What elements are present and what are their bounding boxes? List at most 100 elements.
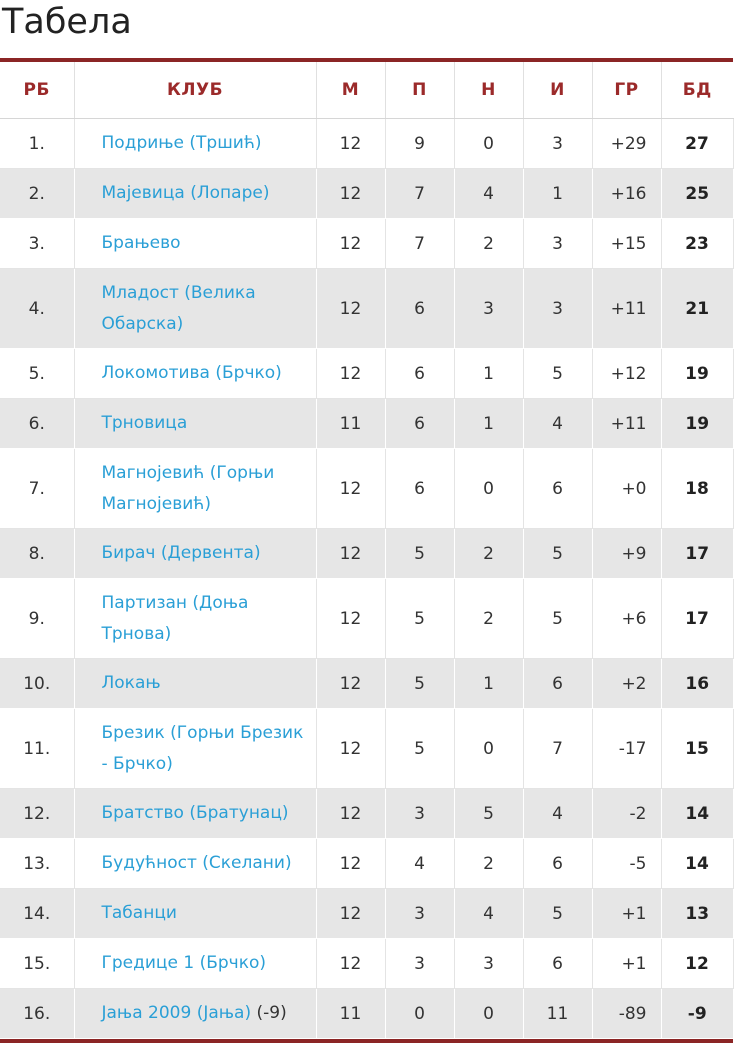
cell-draws: 2: [454, 528, 524, 579]
table-body: 1. Подриње (Тршић) 12 9 0 3 +29 27 2. Мајевица (Л…: [0, 118, 734, 1039]
club-link[interactable]: Будућност (Скелани): [101, 853, 292, 873]
cell-points: 15: [661, 708, 734, 789]
cell-points: 21: [661, 268, 733, 349]
cell-rank: 10.: [0, 658, 75, 709]
club-link[interactable]: Брањево: [101, 233, 181, 253]
cell-points: 17: [661, 578, 734, 659]
cell-draws: 3: [454, 938, 524, 989]
cell-rank: 11.: [0, 708, 75, 789]
cell-losses: 3: [523, 268, 593, 349]
cell-played: 11: [316, 988, 386, 1039]
cell-club: Брањево: [74, 218, 317, 269]
cell-draws: 2: [454, 838, 524, 889]
cell-club: Мајевица (Лопаре): [74, 168, 317, 219]
cell-played: 12: [316, 938, 386, 989]
cell-points: -9: [661, 988, 733, 1039]
cell-goal-difference: +6: [592, 578, 662, 659]
club-link[interactable]: Локањ: [101, 673, 161, 693]
club-link[interactable]: Брезик (Горњи Брезик - Брчко): [101, 722, 304, 774]
cell-goal-difference: -17: [592, 708, 662, 789]
club-link[interactable]: Гредице 1 (Брчко): [101, 953, 267, 973]
cell-draws: 2: [454, 218, 524, 269]
cell-played: 12: [316, 788, 386, 839]
page-title: Табела: [2, 2, 132, 42]
cell-rank: 5.: [0, 348, 75, 399]
table-row: 3. Брањево 12 7 2 3 +15 23: [0, 218, 734, 269]
cell-draws: 1: [454, 348, 524, 399]
cell-wins: 6: [385, 448, 455, 529]
cell-losses: 4: [523, 788, 593, 839]
club-link[interactable]: Бирач (Дервента): [101, 543, 261, 563]
cell-goal-difference: +1: [592, 938, 662, 989]
cell-draws: 0: [454, 118, 524, 169]
cell-goal-difference: +1: [592, 888, 662, 939]
cell-losses: 3: [523, 218, 593, 269]
cell-losses: 5: [523, 888, 593, 939]
cell-losses: 7: [523, 708, 593, 789]
cell-points: 12: [661, 938, 734, 989]
cell-club: Магнојевић (Горњи Магнојевић): [74, 448, 317, 529]
cell-club: Будућност (Скелани): [74, 838, 317, 889]
cell-club: Младост (Велика Обарска): [74, 268, 317, 349]
club-link[interactable]: Мајевица (Лопаре): [101, 183, 270, 203]
cell-wins: 7: [385, 168, 455, 219]
cell-played: 12: [316, 658, 386, 709]
club-penalty-note: (-9): [256, 1003, 287, 1023]
club-link[interactable]: Јања 2009 (Јања): [101, 1003, 252, 1023]
cell-goal-difference: +16: [592, 168, 662, 219]
cell-rank: 6.: [0, 398, 75, 449]
cell-club: Подриње (Тршић): [74, 118, 317, 169]
header-draws: Н: [454, 62, 524, 119]
cell-points: 16: [661, 658, 733, 709]
cell-goal-difference: -89: [592, 988, 662, 1039]
standings-table: РБ КЛУБ М П Н И ГР БД 1. Подриње (Тршић) 1…: [0, 62, 734, 1039]
club-link[interactable]: Младост (Велика Обарска): [101, 282, 256, 334]
cell-draws: 1: [454, 398, 524, 449]
cell-goal-difference: +12: [592, 348, 662, 399]
club-link[interactable]: Подриње (Тршић): [101, 133, 262, 153]
cell-points: 23: [661, 218, 734, 269]
cell-losses: 6: [523, 838, 593, 889]
cell-draws: 5: [454, 788, 524, 839]
cell-wins: 0: [385, 988, 455, 1039]
cell-club: Гредице 1 (Брчко): [74, 938, 317, 989]
cell-club: Брезик (Горњи Брезик - Брчко): [74, 708, 317, 789]
cell-goal-difference: +2: [592, 658, 662, 709]
cell-rank: 14.: [0, 888, 75, 939]
cell-club: Локомотива (Брчко): [74, 348, 317, 399]
cell-goal-difference: -2: [592, 788, 662, 839]
club-link[interactable]: Локомотива (Брчко): [101, 363, 282, 383]
cell-losses: 3: [523, 118, 593, 169]
cell-played: 12: [316, 168, 386, 219]
cell-rank: 2.: [0, 168, 75, 219]
table-row: 13. Будућност (Скелани) 12 4 2 6 -5 14: [0, 838, 734, 889]
table-row: 6. Трновица 11 6 1 4 +11 19: [0, 398, 733, 449]
cell-goal-difference: +11: [592, 268, 662, 349]
club-link[interactable]: Трновица: [101, 413, 188, 433]
cell-rank: 16.: [0, 988, 75, 1039]
header-played: М: [316, 62, 386, 119]
club-link[interactable]: Магнојевић (Горњи Магнојевић): [101, 462, 275, 514]
cell-rank: 4.: [0, 268, 75, 349]
header-club: КЛУБ: [74, 62, 317, 119]
cell-goal-difference: -5: [592, 838, 662, 889]
cell-club: Јања 2009 (Јања) (-9): [74, 988, 317, 1039]
cell-played: 12: [316, 708, 386, 789]
cell-played: 12: [316, 528, 386, 579]
cell-wins: 4: [385, 838, 455, 889]
cell-wins: 6: [385, 268, 455, 349]
cell-rank: 12.: [0, 788, 75, 839]
cell-draws: 2: [454, 578, 524, 659]
club-link[interactable]: Партизан (Доња Трнова): [101, 592, 249, 644]
club-link[interactable]: Табанци: [101, 903, 177, 923]
cell-points: 14: [661, 788, 733, 839]
header-rank: РБ: [0, 62, 75, 119]
standings-table-container: РБ КЛУБ М П Н И ГР БД 1. Подриње (Тршић) 1…: [0, 58, 734, 1043]
cell-club: Трновица: [74, 398, 317, 449]
table-bottom-rule: [0, 1039, 733, 1043]
cell-losses: 11: [523, 988, 593, 1039]
table-row: 9. Партизан (Доња Трнова) 12 5 2 5 +6 17: [0, 578, 734, 659]
table-row: 15. Гредице 1 (Брчко) 12 3 3 6 +1 12: [0, 938, 734, 989]
club-link[interactable]: Братство (Братунац): [101, 803, 289, 823]
cell-wins: 6: [385, 348, 455, 399]
